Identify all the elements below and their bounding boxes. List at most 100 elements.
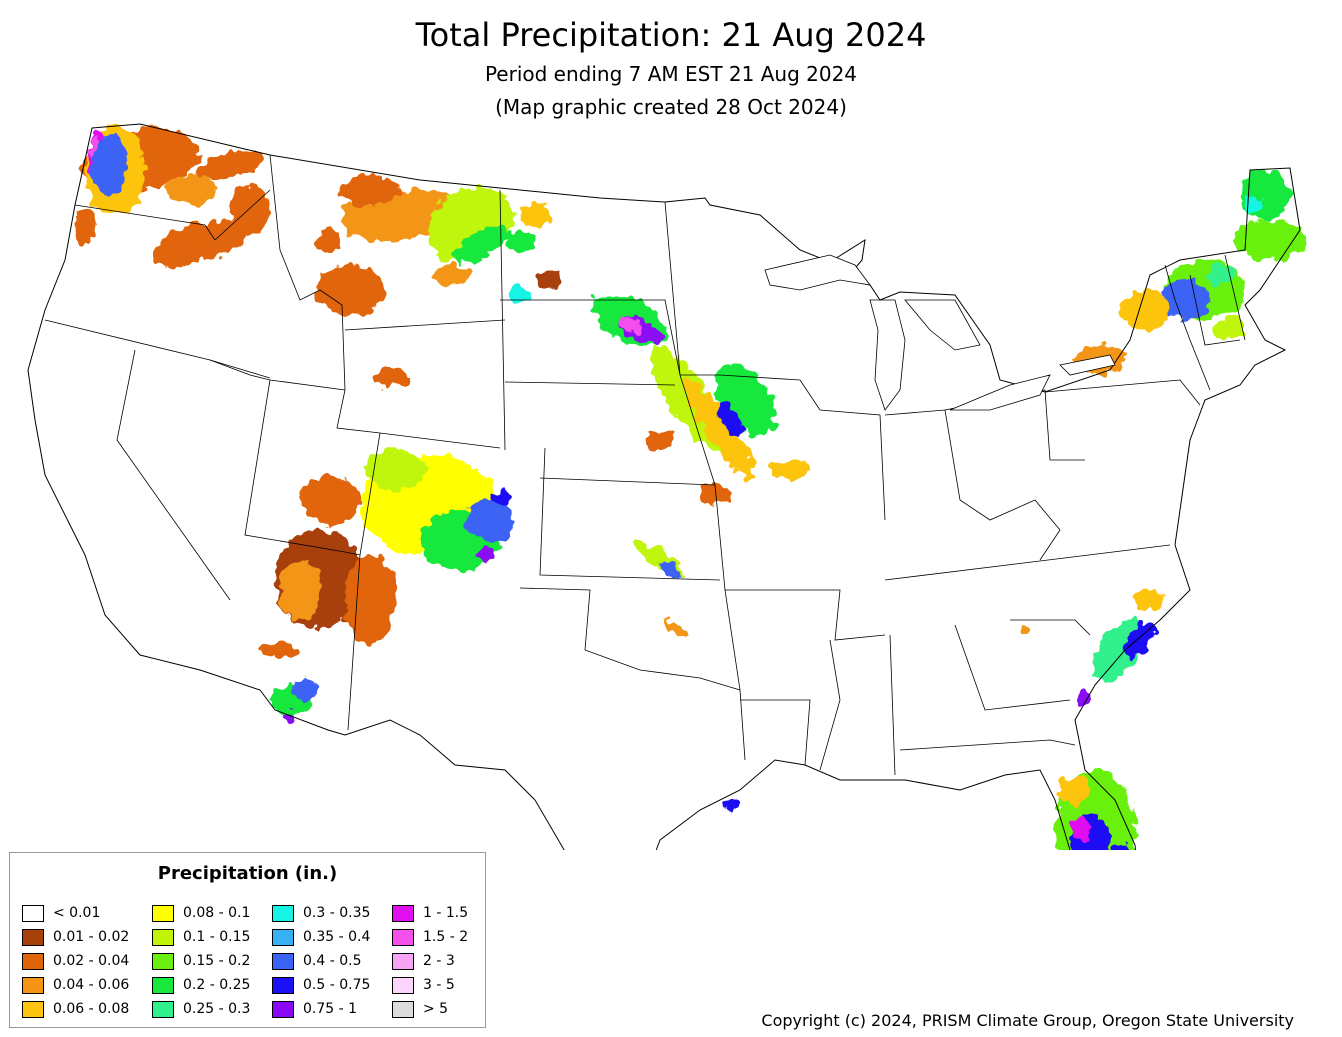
legend-label: 0.04 - 0.06 <box>53 977 130 993</box>
legend-label: 0.06 - 0.08 <box>53 1001 130 1017</box>
precipitation-area <box>1135 588 1165 612</box>
precipitation-area <box>430 265 470 285</box>
precipitation-area <box>293 680 317 700</box>
legend-item: 0.5 - 0.75 <box>272 975 370 995</box>
precipitation-area <box>1245 197 1265 213</box>
legend-swatch <box>392 976 414 994</box>
copyright-notice: Copyright (c) 2024, PRISM Climate Group,… <box>761 1011 1294 1030</box>
legend-item: 1.5 - 2 <box>392 927 468 947</box>
legend-swatch <box>392 904 414 922</box>
precipitation-area <box>453 225 507 265</box>
precipitation-area <box>724 799 740 811</box>
legend-swatch <box>22 928 44 946</box>
precipitation-area <box>92 135 128 195</box>
legend-swatch <box>152 928 174 946</box>
precipitation-area <box>315 265 385 315</box>
legend-swatch <box>22 952 44 970</box>
precipitation-area <box>700 485 730 505</box>
precipitation-area <box>75 205 95 245</box>
precipitation-area <box>661 621 689 639</box>
precipitation-area <box>340 175 400 205</box>
precipitation-area <box>345 555 395 645</box>
legend-swatch <box>392 928 414 946</box>
precipitation-area <box>645 430 675 450</box>
legend-item: 2 - 3 <box>392 951 455 971</box>
legend-label: 3 - 5 <box>423 977 455 993</box>
legend-swatch <box>272 976 294 994</box>
legend-label: 1.5 - 2 <box>423 929 469 945</box>
precipitation-area <box>1108 845 1132 850</box>
precipitation-area <box>1077 692 1093 708</box>
legend-item: 3 - 5 <box>392 975 455 995</box>
precipitation-area <box>1120 290 1170 330</box>
legend-item: 0.15 - 0.2 <box>152 951 250 971</box>
legend-label: < 0.01 <box>53 905 101 921</box>
precipitation-area <box>1235 220 1305 260</box>
precipitation-area <box>1060 775 1090 805</box>
great-lakes <box>764 254 1116 411</box>
legend-item: 0.08 - 0.1 <box>152 903 250 923</box>
precipitation-area <box>770 460 810 480</box>
precipitation-area <box>165 175 215 205</box>
precipitation-area <box>1019 624 1031 636</box>
precipitation-area <box>616 316 644 334</box>
precipitation-area <box>1070 818 1090 842</box>
precipitation-area <box>657 560 683 580</box>
legend-swatch <box>392 952 414 970</box>
precipitation-area <box>716 402 744 438</box>
legend-label: 0.02 - 0.04 <box>53 953 130 969</box>
precipitation-area <box>683 380 757 480</box>
legend-swatch <box>152 904 174 922</box>
precipitation-area <box>260 642 300 658</box>
precipitation-area <box>490 492 510 508</box>
legend-swatch <box>272 904 294 922</box>
legend-swatch <box>22 976 44 994</box>
legend-item: < 0.01 <box>22 903 100 923</box>
legend-title: Precipitation (in.) <box>157 863 338 884</box>
legend-item: 0.3 - 0.35 <box>272 903 370 923</box>
legend-label: 0.1 - 0.15 <box>183 929 251 945</box>
precipitation-area <box>150 243 200 267</box>
legend-swatch <box>272 928 294 946</box>
precipitation-area <box>370 368 410 388</box>
legend-swatch <box>152 1000 174 1018</box>
legend-label: 2 - 3 <box>423 953 455 969</box>
legend-item: 0.4 - 0.5 <box>272 951 361 971</box>
legend-label: 0.5 - 0.75 <box>303 977 371 993</box>
legend-swatch <box>272 952 294 970</box>
state-boundaries <box>44 154 1246 776</box>
precipitation-area <box>508 287 532 303</box>
legend-label: 0.2 - 0.25 <box>183 977 251 993</box>
precipitation-area <box>465 500 515 540</box>
precipitation-area <box>318 230 342 250</box>
legend-item: 0.75 - 1 <box>272 999 357 1019</box>
map-subtitle: Period ending 7 AM EST 21 Aug 2024 <box>484 62 858 86</box>
map-title: Total Precipitation: 21 Aug 2024 <box>415 16 927 54</box>
legend-item: 0.25 - 0.3 <box>152 999 250 1019</box>
legend-label: 1 - 1.5 <box>423 905 469 921</box>
map-created-date: (Map graphic created 28 Oct 2024) <box>495 95 847 119</box>
precipitation-area <box>365 450 425 490</box>
legend-item: > 5 <box>392 999 448 1019</box>
precipitation-area <box>1215 318 1245 342</box>
precipitation-area <box>520 203 550 227</box>
precipitation-area <box>300 475 360 525</box>
legend-label: 0.25 - 0.3 <box>183 1001 251 1017</box>
legend-swatch <box>22 904 44 922</box>
legend-swatch <box>22 1000 44 1018</box>
precipitation-area <box>280 560 320 620</box>
legend-label: 0.35 - 0.4 <box>303 929 371 945</box>
legend-label: > 5 <box>423 1001 449 1017</box>
legend-swatch <box>272 1000 294 1018</box>
legend-label: 0.4 - 0.5 <box>303 953 362 969</box>
precipitation-layer <box>75 125 1305 850</box>
legend-item: 0.2 - 0.25 <box>152 975 250 995</box>
legend-label: 0.75 - 1 <box>303 1001 358 1017</box>
legend-item: 0.04 - 0.06 <box>22 975 129 995</box>
legend-swatch <box>392 1000 414 1018</box>
precipitation-area <box>230 185 270 235</box>
precipitation-area <box>196 150 264 180</box>
precipitation-map <box>27 123 1305 850</box>
legend-item: 1 - 1.5 <box>392 903 468 923</box>
legend-swatch <box>152 976 174 994</box>
